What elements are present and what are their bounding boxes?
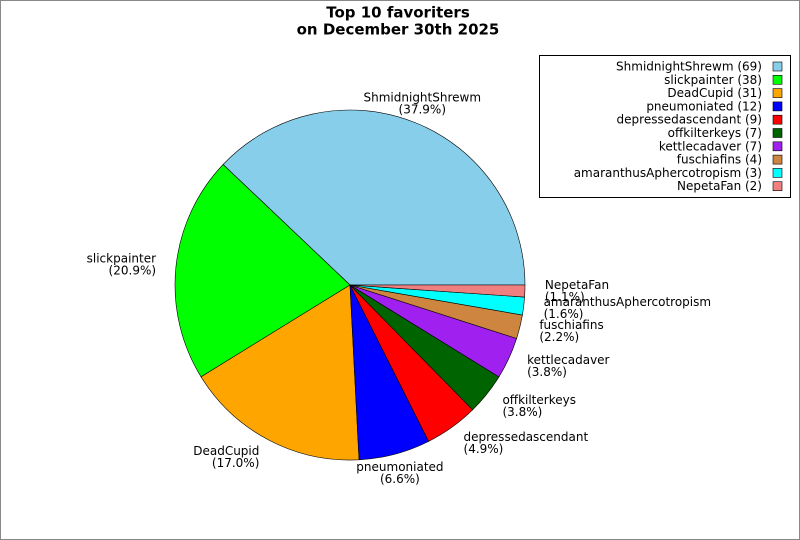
legend-label: DeadCupid (31) xyxy=(667,86,762,100)
slice-percent: (20.9%) xyxy=(109,263,156,277)
legend-swatch xyxy=(772,141,783,152)
legend-label: fuschiafins (4) xyxy=(677,153,762,167)
legend-box xyxy=(539,55,791,198)
legend-swatch xyxy=(772,101,783,112)
slice-percent: (1.6%) xyxy=(544,307,584,321)
pie-slice xyxy=(349,284,526,298)
legend-label: ShmidnightShrewm (69) xyxy=(616,60,762,74)
legend-swatch xyxy=(772,154,783,165)
legend-swatch xyxy=(772,128,783,138)
legend-swatch xyxy=(772,88,783,98)
slice-percent: (3.8%) xyxy=(527,365,567,379)
slice-percent: (3.8%) xyxy=(502,405,542,419)
slice-percent: (2.2%) xyxy=(539,330,579,344)
legend-swatch xyxy=(772,61,783,72)
legend-swatch xyxy=(772,114,783,125)
legend-label: kettlecadaver (7) xyxy=(659,139,762,153)
legend-label: offkilterkeys (7) xyxy=(668,126,762,140)
slice-label: depressedascendant xyxy=(464,430,589,444)
legend-label: pneumoniated (12) xyxy=(646,99,762,113)
pie-slice xyxy=(222,109,526,286)
slice-label: kettlecadaver xyxy=(527,353,609,367)
slice-label: offkilterkeys xyxy=(502,393,576,407)
legend-label: depressedascendant (9) xyxy=(617,113,762,127)
legend-label: amaranthusAphercotropism (3) xyxy=(574,166,762,180)
slice-label: slickpainter xyxy=(87,251,156,265)
slice-percent: (17.0%) xyxy=(212,456,259,470)
slice-percent: (4.9%) xyxy=(464,442,504,456)
legend-swatch xyxy=(772,181,783,191)
slice-percent: (1.1%) xyxy=(545,290,585,304)
chart-title: on December 30th 2025 xyxy=(297,21,500,39)
legend-swatch xyxy=(772,75,783,85)
slice-percent: (6.6%) xyxy=(380,472,420,486)
slice-label: amaranthusAphercotropism xyxy=(544,295,712,309)
slice-label: fuschiafins xyxy=(539,318,603,332)
slice-label: DeadCupid xyxy=(193,444,259,458)
chart-title: Top 10 favoriters xyxy=(326,4,470,22)
slice-percent: (37.9%) xyxy=(399,102,446,116)
legend-label: NepetaFan (2) xyxy=(677,179,762,193)
legend-swatch xyxy=(772,168,783,178)
pie-slice xyxy=(174,164,351,378)
pie-slice xyxy=(200,284,360,461)
slice-label: pneumoniated xyxy=(356,460,443,474)
slice-label: ShmidnightShrewm xyxy=(364,90,482,104)
legend-label: slickpainter (38) xyxy=(664,73,762,87)
slice-label: NepetaFan xyxy=(545,278,609,292)
